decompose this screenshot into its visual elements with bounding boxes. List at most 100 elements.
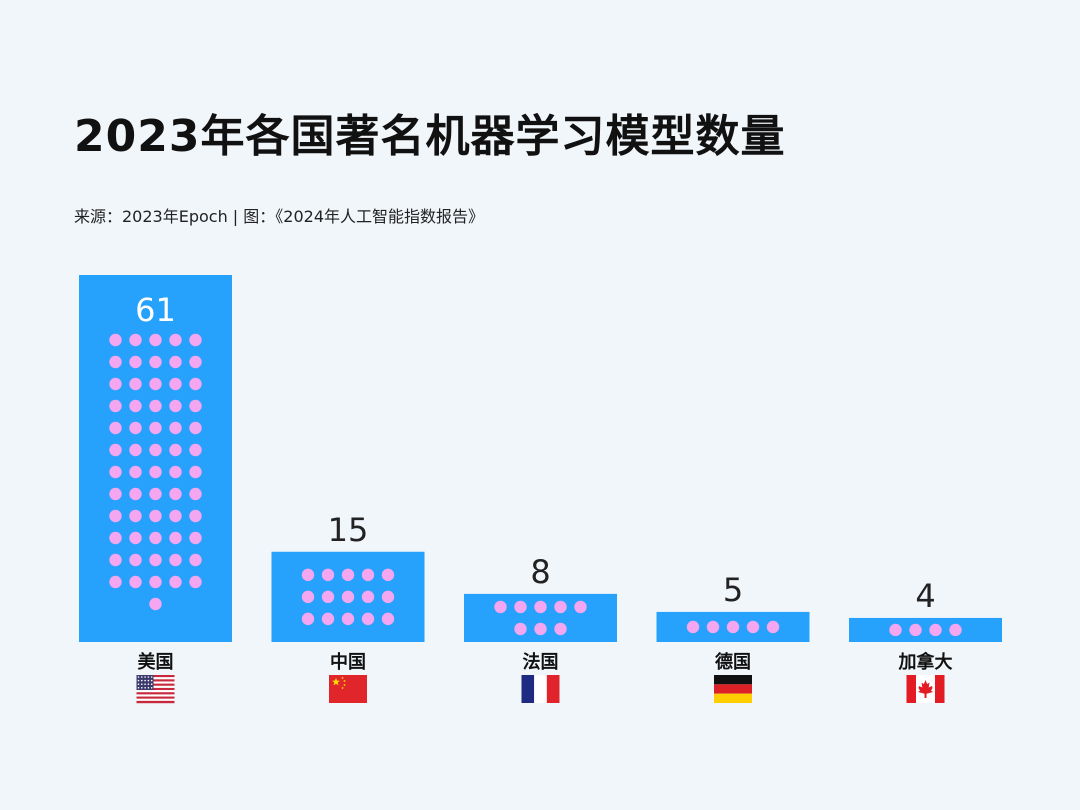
model-dot	[149, 487, 162, 501]
flag-stripe	[136, 690, 175, 693]
flag-stripe	[136, 700, 175, 704]
model-dot	[189, 487, 202, 501]
flag-star	[144, 687, 146, 689]
model-dot	[129, 377, 142, 391]
model-dot	[149, 509, 162, 523]
flag-band	[714, 693, 752, 703]
source-note: 来源：2023年Epoch | 图：《2024年人工智能指数报告》	[74, 207, 484, 226]
data-label: 8	[530, 553, 550, 591]
flag-star	[147, 679, 150, 682]
model-dot	[109, 553, 122, 567]
model-dot	[109, 531, 122, 545]
model-dot	[514, 622, 527, 636]
model-dot	[129, 355, 142, 369]
model-dot	[109, 399, 122, 413]
flag-star	[141, 679, 143, 682]
bar	[849, 617, 1002, 642]
model-dot	[189, 443, 202, 457]
model-dot	[321, 612, 335, 626]
flag-stripe	[136, 681, 175, 684]
flag-star	[144, 676, 146, 678]
flag-star	[150, 687, 153, 689]
model-dot	[169, 487, 182, 501]
model-dot	[129, 553, 142, 567]
tick-label: 法国	[523, 651, 559, 673]
canada-flag-icon	[906, 675, 945, 703]
model-dot	[341, 590, 355, 604]
maple-leaf	[918, 680, 933, 698]
model-dot	[189, 531, 202, 545]
data-label: 4	[915, 577, 935, 615]
model-dot	[949, 623, 962, 637]
flag-star	[147, 687, 150, 689]
model-dot	[129, 531, 142, 545]
model-dot	[149, 333, 162, 347]
flag-stripe	[136, 683, 175, 686]
flag-band	[534, 675, 547, 703]
model-dot	[129, 443, 142, 457]
model-dot	[109, 333, 122, 347]
model-dot	[766, 620, 780, 634]
model-dot	[189, 575, 202, 589]
tick-label: 德国	[715, 651, 751, 673]
model-dot	[169, 421, 182, 435]
data-label: 5	[723, 571, 743, 609]
flag-stripe	[136, 696, 175, 699]
model-dot	[169, 465, 182, 479]
model-dot	[129, 333, 142, 347]
flag-star	[141, 687, 143, 689]
model-dot	[109, 487, 122, 501]
model-dot	[534, 600, 547, 614]
model-dot	[494, 600, 507, 614]
model-dot	[149, 355, 162, 369]
flag-star	[137, 683, 140, 685]
model-dot	[129, 399, 142, 413]
model-dot	[109, 421, 122, 435]
flag-stripe	[136, 677, 175, 680]
flag-stripe	[136, 692, 175, 695]
model-dot	[149, 465, 162, 479]
model-dot	[169, 531, 182, 545]
flag-canton	[136, 675, 154, 690]
flag-stripe	[136, 685, 175, 689]
china-flag-icon	[329, 675, 367, 703]
flag-star	[141, 683, 143, 685]
model-dot	[301, 590, 315, 604]
model-dot	[301, 612, 315, 626]
flag-star	[147, 676, 150, 678]
flag-stripe	[136, 675, 175, 678]
flag-band	[546, 675, 560, 703]
model-dot	[889, 623, 902, 637]
model-dot	[686, 620, 700, 634]
flag-star	[141, 676, 143, 678]
model-dot	[149, 531, 162, 545]
model-dot	[726, 620, 740, 634]
flag-stripe	[136, 694, 175, 697]
model-dot	[129, 575, 142, 589]
germany-flag-icon	[714, 675, 752, 703]
flag-stripe	[136, 698, 175, 702]
model-dot	[514, 600, 527, 614]
data-label: 61	[135, 291, 176, 329]
model-dot	[169, 377, 182, 391]
model-dot	[189, 333, 202, 347]
flag-star	[150, 676, 153, 678]
model-dot	[189, 465, 202, 479]
flag-star	[137, 679, 140, 682]
model-dot	[189, 377, 202, 391]
flag-star	[147, 683, 150, 685]
model-dot	[149, 421, 162, 435]
model-dot	[189, 553, 202, 567]
model-dot	[149, 597, 162, 611]
model-dot	[149, 377, 162, 391]
model-dot	[169, 509, 182, 523]
model-dot	[109, 509, 122, 523]
flag-stripe	[136, 687, 175, 691]
model-dot	[129, 509, 142, 523]
model-dot	[381, 568, 395, 582]
model-dot	[321, 590, 335, 604]
model-dot	[361, 568, 375, 582]
model-dot	[706, 620, 720, 634]
